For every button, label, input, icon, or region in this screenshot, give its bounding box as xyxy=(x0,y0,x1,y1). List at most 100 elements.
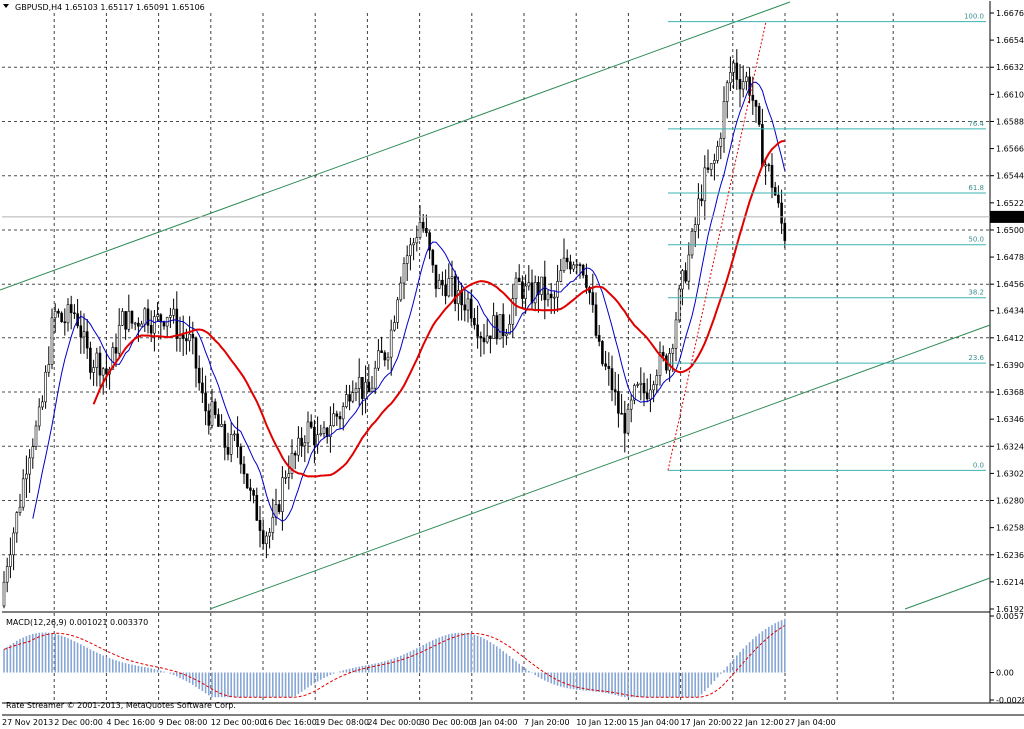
candle-body xyxy=(319,433,323,436)
candle-body xyxy=(764,164,767,167)
candle-body xyxy=(306,421,310,444)
candle-body xyxy=(297,437,300,456)
candle-body xyxy=(396,299,399,323)
candle-body xyxy=(383,352,387,361)
candle-body xyxy=(537,282,540,295)
candle-body xyxy=(245,473,249,489)
candle-body xyxy=(610,368,614,391)
candle-body xyxy=(325,427,329,438)
x-tick-label: 10 Jan 12:00 xyxy=(576,718,627,727)
candle-body xyxy=(450,276,454,279)
candle-body xyxy=(508,323,511,335)
candle-body xyxy=(693,224,697,232)
macd-y-tick-label: -0.002802 xyxy=(996,696,1024,705)
candle-body xyxy=(226,447,230,455)
y-tick-label: 1.66100 xyxy=(996,90,1024,99)
candle-body xyxy=(377,350,380,369)
candle-body xyxy=(645,392,649,400)
candle-body xyxy=(354,388,358,393)
candle-body xyxy=(783,222,787,241)
candle-body xyxy=(73,312,76,315)
candle-body xyxy=(229,434,233,455)
macd-y-tick-label: 0.005761 xyxy=(996,612,1024,621)
candle-body xyxy=(79,325,83,338)
y-tick-label: 1.65660 xyxy=(996,145,1024,154)
candle-body xyxy=(415,237,419,244)
candle-body xyxy=(527,282,531,287)
candle-body xyxy=(431,249,435,266)
candle-body xyxy=(217,414,220,427)
channel-line xyxy=(0,1,791,291)
candle-body xyxy=(28,457,31,475)
x-tick-label: 16 Dec 16:00 xyxy=(263,718,317,727)
candle-body xyxy=(149,324,153,334)
x-tick-label: 7 Jan 20:00 xyxy=(524,718,570,727)
candle-body xyxy=(188,333,191,342)
candle-body xyxy=(556,281,559,298)
candle-body xyxy=(473,318,476,326)
candle-body xyxy=(25,473,28,480)
candle-body xyxy=(268,532,271,537)
candle-body xyxy=(293,452,297,456)
candle-body xyxy=(444,284,447,297)
candle-body xyxy=(585,274,588,288)
y-tick-label: 1.65880 xyxy=(996,117,1024,126)
candle-body xyxy=(124,311,127,330)
candle-body xyxy=(127,310,131,330)
y-tick-label: 1.65000 xyxy=(996,226,1024,235)
x-tick-label: 22 Jan 12:00 xyxy=(733,718,784,727)
candle-body xyxy=(12,532,15,556)
y-tick-label: 1.65220 xyxy=(996,199,1024,208)
candle-body xyxy=(601,341,604,365)
candle-body xyxy=(559,270,563,282)
candle-body xyxy=(85,331,89,349)
candle-body xyxy=(597,335,601,342)
candle-body xyxy=(713,160,716,164)
y-tick-label: 1.64780 xyxy=(996,253,1024,262)
candle-body xyxy=(738,79,742,90)
candle-body xyxy=(101,368,105,376)
candle-body xyxy=(434,264,438,289)
candle-body xyxy=(687,254,691,282)
candle-body xyxy=(89,347,92,373)
candle-body xyxy=(284,477,287,479)
candle-body xyxy=(175,308,179,339)
candle-body xyxy=(773,187,777,196)
candle-body xyxy=(524,285,527,299)
candle-body xyxy=(757,106,761,125)
candle-body xyxy=(370,387,374,392)
candle-body xyxy=(143,308,147,325)
candle-body xyxy=(681,270,684,290)
candle-body xyxy=(709,163,713,170)
candle-body xyxy=(466,298,470,311)
candle-body xyxy=(732,62,735,73)
candle-body xyxy=(425,227,428,234)
candle-body xyxy=(607,365,611,369)
candle-body xyxy=(169,315,172,318)
candle-body xyxy=(553,296,556,299)
candle-body xyxy=(130,310,134,324)
candle-body xyxy=(578,264,582,266)
candle-body xyxy=(457,290,460,304)
x-tick-label: 9 Dec 08:00 xyxy=(159,718,208,727)
y-tick-label: 1.64125 xyxy=(996,334,1024,343)
candle-body xyxy=(485,335,489,343)
candle-body xyxy=(770,164,774,188)
candle-body xyxy=(604,363,607,367)
candle-body xyxy=(105,368,108,375)
y-tick-label: 1.63245 xyxy=(996,442,1024,451)
triangle-down-icon[interactable] xyxy=(3,4,9,8)
x-tick-label: 17 Jan 20:00 xyxy=(681,718,732,727)
y-tick-label: 1.62365 xyxy=(996,551,1024,560)
candle-body xyxy=(469,298,473,319)
candle-body xyxy=(2,581,6,607)
macd-title: MACD(12,26,9) 0.001021 0.003370 xyxy=(6,618,148,627)
ma-fast-line xyxy=(32,81,786,522)
candle-body xyxy=(428,232,431,251)
candle-body xyxy=(722,101,726,139)
candle-body xyxy=(652,384,655,391)
candle-body xyxy=(463,304,467,311)
candle-body xyxy=(745,76,748,82)
x-tick-label: 24 Dec 00:00 xyxy=(367,718,421,727)
